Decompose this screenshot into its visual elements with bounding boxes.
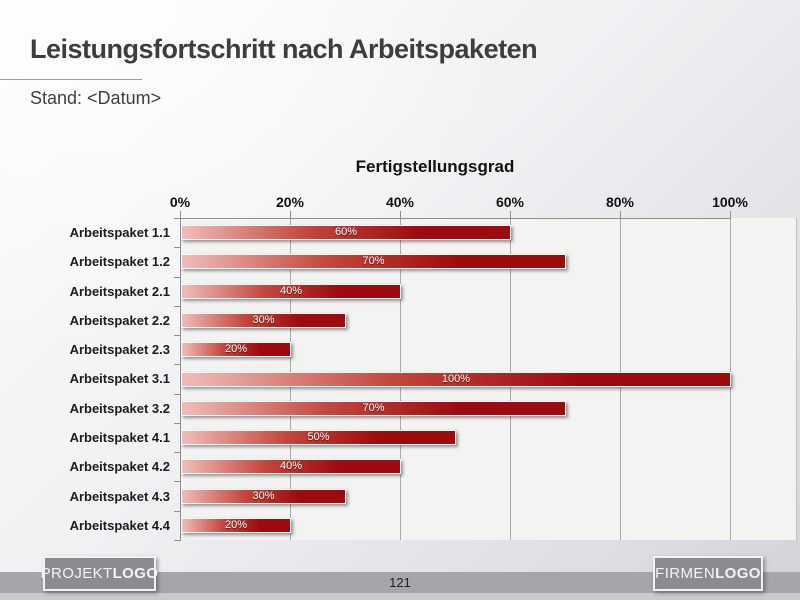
x-axis-tick <box>400 211 401 218</box>
category-label: Arbeitspaket 1.1 <box>69 225 170 241</box>
footer-lower-strip <box>0 593 800 600</box>
y-axis-tick <box>174 305 180 307</box>
y-axis-tick <box>174 276 180 278</box>
bar: 60% <box>181 225 511 241</box>
category-label: Arbeitspaket 3.2 <box>69 400 170 416</box>
category-label: Arbeitspaket 4.3 <box>69 488 170 504</box>
category-label: Arbeitspaket 2.3 <box>69 342 170 358</box>
x-axis-tick-label: 20% <box>275 194 305 210</box>
bar: 20% <box>181 342 291 358</box>
x-axis-tick <box>510 211 511 218</box>
bar: 40% <box>181 459 401 475</box>
x-axis-tick-label: 0% <box>169 194 191 210</box>
bar-value-label: 40% <box>279 284 303 297</box>
x-axis-tick <box>290 211 291 218</box>
y-axis-tick <box>174 218 180 219</box>
bar-value-label: 40% <box>279 460 303 473</box>
x-axis-tick-label: 100% <box>712 194 748 210</box>
bar-value-label: 50% <box>307 431 330 444</box>
y-axis-tick <box>174 247 180 249</box>
category-label: Arbeitspaket 4.1 <box>69 430 170 446</box>
company-logo-bold: LOGO <box>715 565 761 582</box>
bar-value-label: 20% <box>224 343 248 356</box>
y-axis-line <box>180 218 181 541</box>
company-logo-text: FIRMEN <box>655 565 716 582</box>
y-axis-tick <box>174 540 180 541</box>
page-number: 121 <box>389 575 411 590</box>
bar: 70% <box>181 400 566 416</box>
bar-value-label: 70% <box>362 401 385 414</box>
y-axis-tick <box>174 364 180 366</box>
y-axis-tick <box>174 422 180 424</box>
bar: 20% <box>181 517 291 533</box>
bar-value-label: 30% <box>252 489 275 502</box>
bar-value-label: 20% <box>224 518 248 531</box>
category-label: Arbeitspaket 2.2 <box>69 312 170 328</box>
y-axis-tick <box>174 452 180 454</box>
category-label: Arbeitspaket 3.1 <box>69 371 170 387</box>
date-subtitle: Stand: <Datum> <box>30 88 162 108</box>
bar: 70% <box>181 254 566 270</box>
x-axis-line <box>180 218 731 219</box>
company-logo-placeholder: FIRMEN LOGO <box>653 556 763 591</box>
bar-value-label: 100% <box>441 372 471 385</box>
page-title: Leistungsfortschritt nach Arbeitspaketen <box>30 34 538 64</box>
bar-value-label: 60% <box>334 226 358 239</box>
chart-title: Fertigstellungsgrad <box>355 157 515 176</box>
x-axis-tick <box>620 211 621 218</box>
project-logo-placeholder: PROJEKT LOGO <box>40 556 159 591</box>
y-axis-tick <box>174 510 180 512</box>
title-underline <box>0 79 142 80</box>
bar: 40% <box>181 283 401 299</box>
category-label: Arbeitspaket 4.2 <box>69 459 170 475</box>
bar-value-label: 70% <box>362 255 385 268</box>
bar: 30% <box>181 488 346 504</box>
y-axis-tick <box>174 335 180 337</box>
category-label: Arbeitspaket 1.2 <box>69 254 170 270</box>
x-axis-tick <box>730 211 731 218</box>
x-axis-tick-label: 80% <box>605 194 635 210</box>
x-axis-tick-label: 60% <box>495 194 525 210</box>
project-logo-bold: LOGO <box>112 565 159 582</box>
footer-band: 121 <box>0 572 800 593</box>
x-axis-tick <box>180 211 181 218</box>
bar: 50% <box>181 430 456 446</box>
project-logo-text: PROJEKT <box>40 565 113 582</box>
y-axis-tick <box>174 393 180 395</box>
category-label: Arbeitspaket 2.1 <box>69 283 170 299</box>
category-label: Arbeitspaket 4.4 <box>69 517 170 533</box>
bar: 30% <box>181 312 346 328</box>
bar: 100% <box>181 371 731 387</box>
bar-value-label: 30% <box>252 313 275 326</box>
x-axis-tick-label: 40% <box>385 194 415 210</box>
y-axis-tick <box>174 481 180 483</box>
